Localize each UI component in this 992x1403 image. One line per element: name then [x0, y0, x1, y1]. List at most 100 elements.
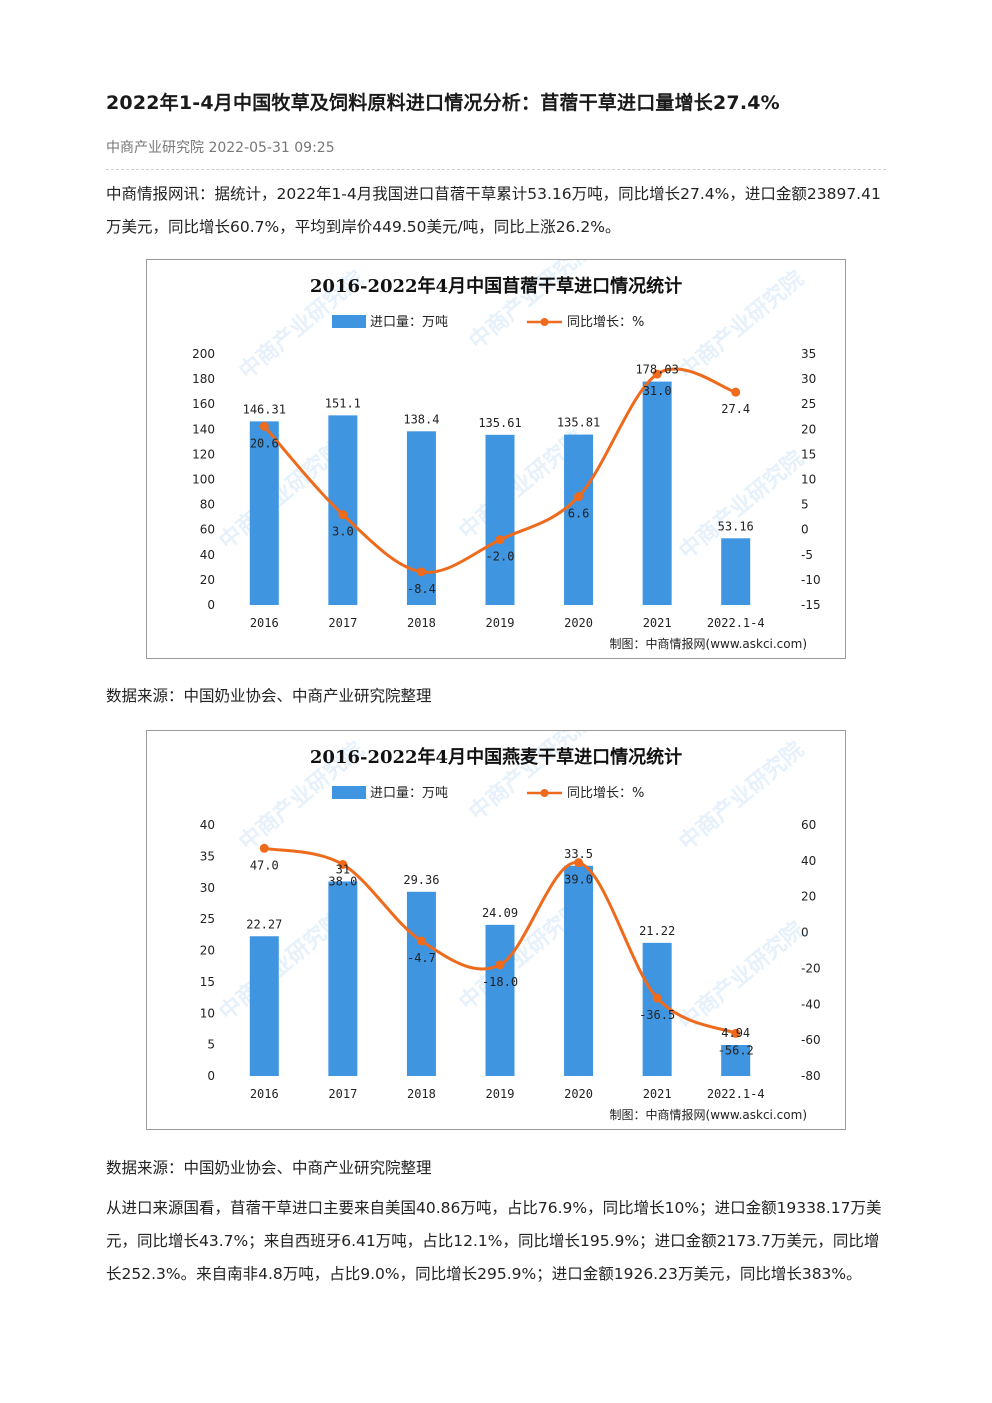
growth-point: [731, 1028, 741, 1038]
y-tick-label: 0: [207, 1069, 215, 1083]
growth-value-label: -8.4: [407, 582, 436, 596]
y-tick-label: 140: [192, 422, 215, 436]
source-note-2: 数据来源：中国奶业协会、中商产业研究院整理: [106, 1159, 432, 1177]
growth-value-label: -18.0: [482, 975, 518, 989]
x-tick-label: 2020: [564, 1087, 593, 1101]
growth-point: [574, 492, 584, 502]
legend-bar-label: 进口量：万吨: [370, 786, 448, 801]
growth-value-label: 3.0: [332, 525, 354, 539]
bar-value-label: 53.16: [718, 519, 754, 533]
bar: [564, 865, 594, 1076]
bar-value-label: 29.36: [403, 873, 439, 887]
y2-tick-label: 40: [801, 854, 816, 868]
y2-tick-label: 5: [801, 498, 809, 512]
chart-credit: 制图：中商情报网(www.askci.com): [610, 1107, 807, 1122]
x-tick-label: 2017: [328, 1087, 357, 1101]
bar: [721, 1045, 751, 1076]
y-tick-label: 40: [200, 548, 215, 562]
growth-value-label: -36.5: [639, 1008, 675, 1022]
y2-tick-label: -80: [801, 1069, 821, 1083]
y2-tick-label: 10: [801, 473, 816, 487]
y-tick-label: 100: [192, 473, 215, 487]
bar: [564, 434, 594, 605]
legend-line-marker: [540, 318, 549, 326]
growth-point: [652, 993, 662, 1003]
bar: [485, 434, 515, 605]
y-tick-label: 40: [200, 818, 215, 832]
y-tick-label: 20: [200, 573, 215, 587]
y-tick-label: 5: [207, 1038, 215, 1052]
watermark-text: 中商产业研究院: [674, 737, 809, 856]
bar-value-label: 138.4: [403, 412, 439, 426]
growth-value-label: -2.0: [486, 550, 515, 564]
y2-tick-label: -60: [801, 1033, 821, 1047]
bar: [406, 431, 436, 605]
growth-value-label: 31.0: [643, 384, 672, 398]
article-meta: 中商产业研究院 2022-05-31 09:25: [106, 140, 335, 156]
growth-value-label: 47.0: [250, 858, 279, 872]
growth-value-label: 39.0: [564, 873, 593, 887]
x-tick-label: 2017: [328, 616, 357, 630]
bar: [406, 891, 436, 1076]
bar: [721, 538, 751, 605]
y-tick-label: 120: [192, 447, 215, 461]
body-paragraph: 从进口来源国看，苜蓿干草进口主要来自美国40.86万吨，占比76.9%，同比增长…: [106, 1199, 882, 1283]
legend-bar-swatch: [332, 786, 366, 799]
growth-value-label: 27.4: [721, 402, 750, 416]
watermark-text: 中商产业研究院: [674, 917, 809, 1036]
growth-point: [574, 858, 584, 868]
legend-line-label: 同比增长：%: [567, 315, 644, 330]
y-tick-label: 60: [200, 523, 215, 537]
growth-value-label: 38.0: [328, 874, 357, 888]
y2-tick-label: 25: [801, 397, 816, 411]
y2-tick-label: 30: [801, 372, 816, 386]
bar: [485, 924, 515, 1076]
bar: [642, 942, 672, 1076]
bar-value-label: 151.1: [325, 396, 361, 410]
watermark-text: 中商产业研究院: [464, 731, 599, 826]
y2-tick-label: 20: [801, 422, 816, 436]
growth-point: [731, 387, 741, 397]
growth-point: [338, 859, 348, 869]
growth-value-label: -56.2: [718, 1043, 754, 1057]
y-tick-label: 200: [192, 347, 215, 361]
bar: [328, 881, 358, 1076]
y-tick-label: 80: [200, 498, 215, 512]
legend-bar-swatch: [332, 315, 366, 328]
y2-tick-label: -15: [801, 598, 821, 612]
y-tick-label: 0: [207, 598, 215, 612]
chart-title: 2016-2022年4月中国苜蓿干草进口情况统计: [310, 275, 682, 297]
bar-value-label: 24.09: [482, 906, 518, 920]
y-tick-label: 15: [200, 975, 215, 989]
intro-paragraph: 中商情报网讯：据统计，2022年1-4月我国进口苜蓿干草累计53.16万吨，同比…: [106, 185, 881, 236]
chart-oat: 中商产业研究院 中商产业研究院 中商产业研究院 中商产业研究院 中商产业研究院 中商产业研…: [146, 730, 846, 1130]
bar-value-label: 4.94: [721, 1026, 750, 1040]
legend-line-marker: [540, 789, 549, 797]
y2-tick-label: 20: [801, 890, 816, 904]
bar-value-label: 146.31: [243, 402, 286, 416]
y2-tick-label: -40: [801, 997, 821, 1011]
x-tick-label: 2022.1-4: [707, 1087, 765, 1101]
legend-bar-label: 进口量：万吨: [370, 315, 448, 330]
x-tick-label: 2016: [250, 616, 279, 630]
chart-title: 2016-2022年4月中国燕麦干草进口情况统计: [310, 746, 682, 768]
bar-value-label: 135.81: [557, 416, 600, 430]
x-tick-label: 2020: [564, 616, 593, 630]
growth-point: [495, 960, 505, 970]
x-tick-label: 2018: [407, 616, 436, 630]
divider: [106, 169, 886, 170]
bar: [249, 936, 279, 1076]
y-tick-label: 35: [200, 849, 215, 863]
x-tick-label: 2021: [643, 616, 672, 630]
y2-tick-label: -10: [801, 573, 821, 587]
growth-value-label: 20.6: [250, 436, 279, 450]
bar-value-label: 31: [336, 862, 350, 876]
y-tick-label: 25: [200, 912, 215, 926]
growth-point: [259, 421, 269, 431]
y-tick-label: 10: [200, 1006, 215, 1020]
bar-value-label: 22.27: [246, 917, 282, 931]
article: 2022年1-4月中国牧草及饲料原料进口情况分析：苜蓿干草进口量增长27.4% …: [106, 88, 886, 244]
bar-value-label: 135.61: [478, 416, 521, 430]
